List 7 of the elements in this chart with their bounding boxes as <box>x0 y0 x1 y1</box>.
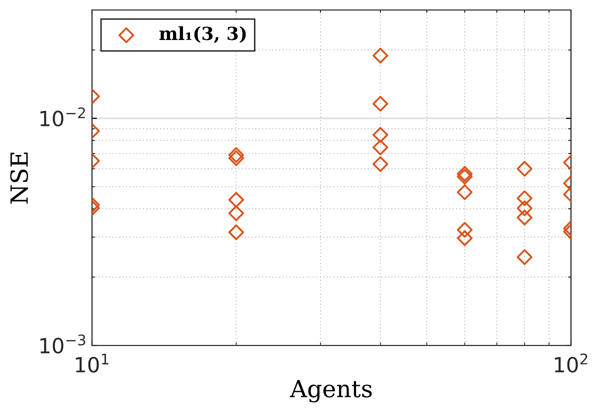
x-tick-label: 10$^{1}$ <box>76 354 108 373</box>
x-tick-label: 10$^{2}$ <box>554 353 588 373</box>
legend-label: ml₁(3, 3) <box>159 26 246 43</box>
y-axis-title: NSE <box>10 152 28 204</box>
y-tick-label: 10$^{−3}$ <box>40 334 86 354</box>
y-tick-label: 10$^{−2}$ <box>40 107 85 126</box>
x-axis-title: Agents <box>290 380 372 402</box>
